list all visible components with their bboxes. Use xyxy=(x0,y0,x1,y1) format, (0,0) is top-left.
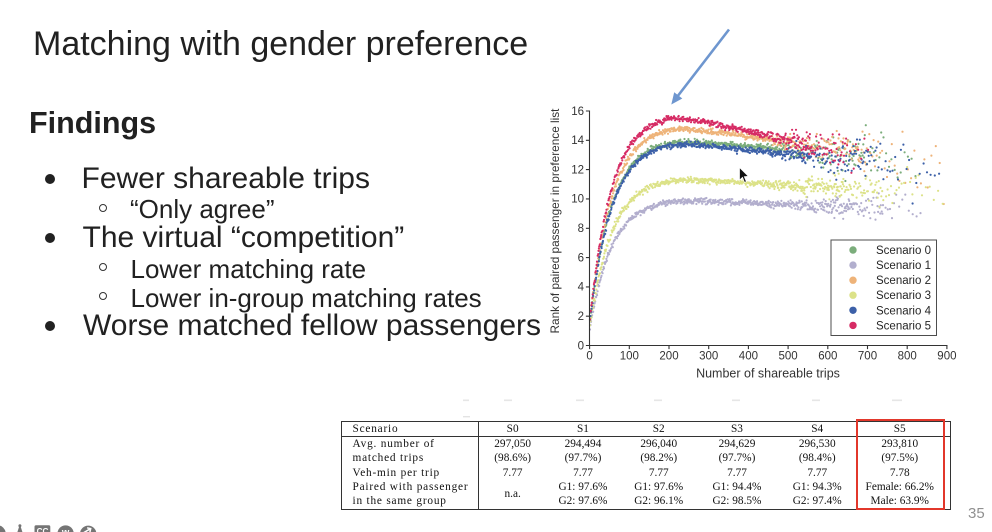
svg-text:Scenario 3: Scenario 3 xyxy=(876,290,931,302)
svg-text:Scenario 0: Scenario 0 xyxy=(876,245,931,257)
svg-text:900: 900 xyxy=(937,351,956,363)
svg-text:8: 8 xyxy=(578,223,584,235)
svg-text:4: 4 xyxy=(578,282,585,294)
svg-text:200: 200 xyxy=(659,351,678,363)
svg-text:100: 100 xyxy=(620,351,639,363)
svg-text:w: w xyxy=(61,527,70,532)
svg-text:Number of shareable trips: Number of shareable trips xyxy=(696,367,840,381)
svg-text:700: 700 xyxy=(858,351,877,363)
svg-text:10: 10 xyxy=(571,194,584,206)
svg-text:Scenario 2: Scenario 2 xyxy=(876,275,931,287)
svg-text:Rank of paired passenger in pr: Rank of paired passenger in preference l… xyxy=(548,108,562,334)
svg-text:400: 400 xyxy=(739,351,758,363)
svg-text:Scenario 1: Scenario 1 xyxy=(876,260,931,272)
svg-text:0: 0 xyxy=(586,351,592,363)
svg-text:16: 16 xyxy=(571,106,584,118)
svg-text:Scenario 5: Scenario 5 xyxy=(876,320,931,332)
svg-text:CC: CC xyxy=(37,527,49,532)
svg-text:500: 500 xyxy=(779,351,798,363)
svg-text:6: 6 xyxy=(578,252,584,264)
svg-text:2: 2 xyxy=(578,311,584,323)
svg-text:600: 600 xyxy=(818,351,837,363)
svg-text:300: 300 xyxy=(699,351,718,363)
svg-text:14: 14 xyxy=(571,135,584,147)
svg-text:0: 0 xyxy=(578,340,584,352)
svg-text:800: 800 xyxy=(898,351,917,363)
svg-text:12: 12 xyxy=(571,164,584,176)
svg-text:Scenario 4: Scenario 4 xyxy=(876,305,932,317)
